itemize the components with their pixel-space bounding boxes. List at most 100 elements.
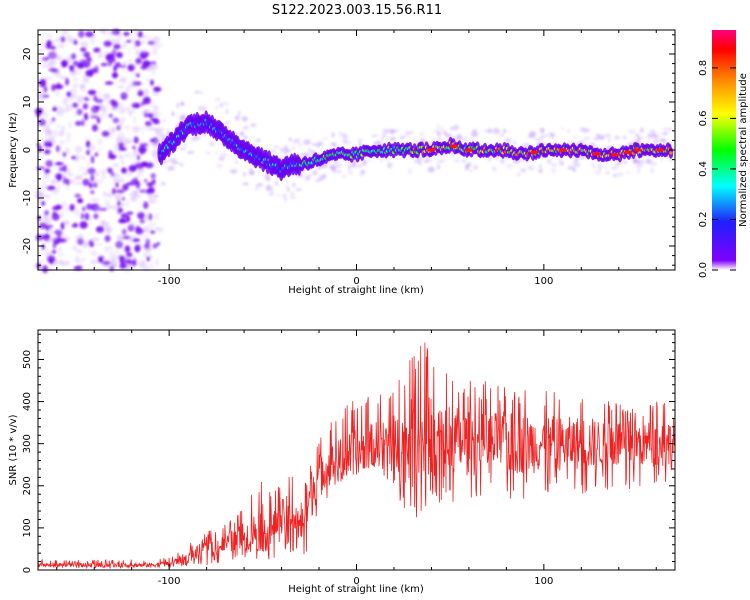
noise-point (63, 220, 70, 225)
halo-point (443, 130, 447, 136)
halo-point (180, 101, 185, 105)
noise-point (97, 148, 102, 152)
noise-point (119, 262, 127, 269)
noise-point (49, 50, 56, 58)
noise-point (137, 153, 142, 160)
halo-point (292, 182, 296, 188)
halo-point (169, 158, 177, 163)
noise-point (115, 240, 124, 249)
noise-point (151, 63, 156, 70)
noise-point (93, 213, 99, 220)
halo-point (218, 156, 225, 161)
noise-point (135, 227, 144, 235)
noise-point (151, 151, 158, 158)
halo-point (426, 159, 433, 162)
halo-point (357, 138, 363, 142)
halo-point (160, 182, 166, 186)
halo-point (315, 141, 323, 146)
halo-point (583, 136, 590, 141)
noise-point (113, 104, 117, 111)
noise-point (126, 215, 131, 223)
noise-point (156, 42, 164, 48)
noise-point (39, 222, 48, 229)
noise-point (55, 38, 60, 42)
noise-point (152, 242, 157, 247)
noise-point (92, 178, 99, 186)
halo-point (197, 106, 203, 112)
halo-point (379, 156, 384, 162)
noise-point (74, 110, 79, 116)
noise-point (42, 111, 49, 119)
noise-point (100, 219, 110, 227)
noise-point (116, 174, 124, 178)
chart-title: S122.2023.003.15.56.R11 (272, 3, 442, 18)
ridge-core-point (669, 151, 673, 155)
halo-point (455, 138, 463, 142)
halo-point (614, 135, 620, 140)
halo-point (614, 162, 622, 167)
noise-point (91, 37, 95, 46)
halo-point (287, 188, 290, 192)
halo-point (284, 197, 288, 202)
noise-point (93, 171, 100, 177)
noise-point (104, 81, 114, 85)
halo-point (215, 150, 218, 155)
halo-point (333, 142, 337, 148)
halo-point (243, 172, 246, 177)
noise-point (93, 95, 98, 102)
halo-point (167, 166, 175, 171)
noise-point (86, 162, 90, 167)
halo-point (499, 133, 505, 138)
x-tick-label: 0 (353, 576, 359, 587)
noise-point (144, 179, 148, 183)
halo-point (454, 158, 460, 163)
snr-panel: -100 0 100 0 100 200 300 400 500 Height of strai… (8, 329, 676, 595)
halo-point (534, 138, 541, 141)
noise-point (51, 117, 56, 122)
halo-point (539, 127, 545, 134)
ridge-peak-point (611, 153, 619, 157)
halo-point (290, 192, 294, 199)
y-tick-label: 100 (22, 518, 33, 537)
halo-point (583, 128, 591, 132)
halo-point (348, 171, 353, 175)
halo-point (179, 163, 185, 167)
noise-point (44, 184, 49, 191)
halo-point (288, 137, 292, 142)
halo-point (561, 127, 565, 130)
halo-point (473, 164, 478, 170)
halo-point (593, 137, 599, 140)
noise-point (99, 169, 107, 174)
halo-point (266, 183, 271, 190)
halo-point (329, 165, 337, 170)
halo-point (389, 128, 395, 135)
noise-point (110, 172, 115, 177)
noise-point (59, 210, 65, 219)
halo-point (462, 136, 468, 143)
snr-x-label: Height of straight line (km) (288, 584, 424, 595)
noise-point (109, 260, 118, 267)
halo-point (635, 133, 639, 138)
halo-point (255, 138, 261, 142)
noise-point (130, 102, 135, 108)
noise-point (75, 67, 83, 76)
noise-point (148, 100, 156, 109)
noise-point (69, 65, 75, 72)
halo-point (608, 137, 611, 143)
noise-point (127, 109, 136, 113)
noise-point (121, 68, 127, 73)
halo-point (276, 194, 280, 197)
halo-point (437, 137, 442, 141)
noise-point (69, 204, 75, 211)
noise-point (66, 131, 71, 139)
noise-point (90, 174, 95, 183)
noise-point (119, 213, 124, 217)
noise-point (61, 61, 67, 68)
noise-point (64, 94, 73, 102)
halo-point (358, 142, 362, 147)
halo-point (200, 91, 203, 94)
halo-point (572, 135, 578, 139)
noise-point (146, 182, 154, 187)
noise-point (133, 43, 137, 50)
noise-point (100, 112, 107, 118)
